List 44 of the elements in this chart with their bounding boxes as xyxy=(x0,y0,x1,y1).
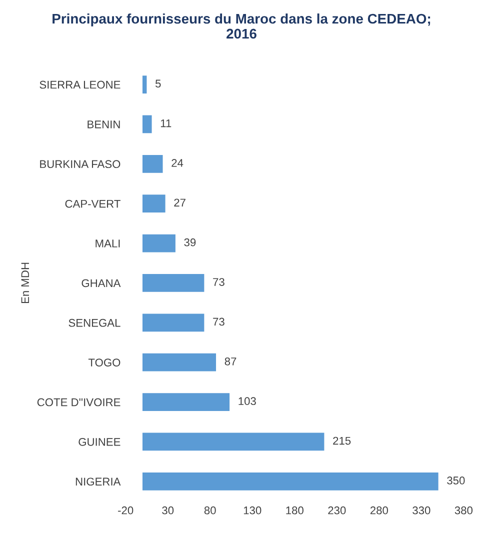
x-tick-label: 30 xyxy=(162,506,174,514)
data-label: 73 xyxy=(213,278,224,286)
y-tick-label: CAP-VERT xyxy=(65,200,120,208)
data-label: 73 xyxy=(213,318,224,326)
x-tick-label: -20 xyxy=(118,506,134,514)
y-tick-label: COTE D''IVOIRE xyxy=(37,398,120,406)
data-label: 24 xyxy=(172,159,184,167)
bar xyxy=(142,314,204,332)
x-tick-label: 130 xyxy=(244,506,262,514)
x-tick-label: 230 xyxy=(328,506,346,514)
bar xyxy=(142,353,216,372)
data-label: 87 xyxy=(224,357,236,366)
data-label: 27 xyxy=(174,198,186,206)
data-label: 350 xyxy=(447,476,465,484)
chart-title: Principaux fournisseurs du Maroc dans la zone CEDEAO; 2016 xyxy=(52,13,430,39)
data-label: 39 xyxy=(184,238,196,246)
data-label: 5 xyxy=(155,80,161,88)
y-tick-label: BENIN xyxy=(88,120,120,128)
bar xyxy=(142,274,204,292)
data-label: 215 xyxy=(333,436,351,445)
bar xyxy=(142,154,163,173)
bar xyxy=(142,432,324,451)
bar xyxy=(142,194,166,213)
y-tick-label: TOGO xyxy=(88,358,120,366)
x-tick-label: 180 xyxy=(286,506,304,514)
bar xyxy=(142,393,230,411)
bar xyxy=(142,472,438,490)
data-label: 103 xyxy=(238,397,256,406)
x-tick-label: 330 xyxy=(412,506,430,514)
x-tick-label: 80 xyxy=(204,506,216,514)
bar xyxy=(142,76,147,94)
y-tick-label: SIERRA LEONE xyxy=(40,80,120,89)
x-tick-label: 280 xyxy=(370,506,388,514)
y-axis-title: En MDH xyxy=(21,262,29,304)
x-tick-label: 380 xyxy=(454,506,473,514)
data-label: 11 xyxy=(160,119,172,128)
y-tick-label: MALI xyxy=(96,240,120,248)
y-tick-label: GHANA xyxy=(82,279,121,288)
y-tick-label: BURKINA FASO xyxy=(40,160,120,168)
bar xyxy=(142,234,176,252)
y-tick-label: SENEGAL xyxy=(68,318,120,327)
y-tick-label: GUINEE xyxy=(78,438,120,446)
y-tick-label: NIGERIA xyxy=(76,478,121,486)
bar xyxy=(142,115,152,134)
